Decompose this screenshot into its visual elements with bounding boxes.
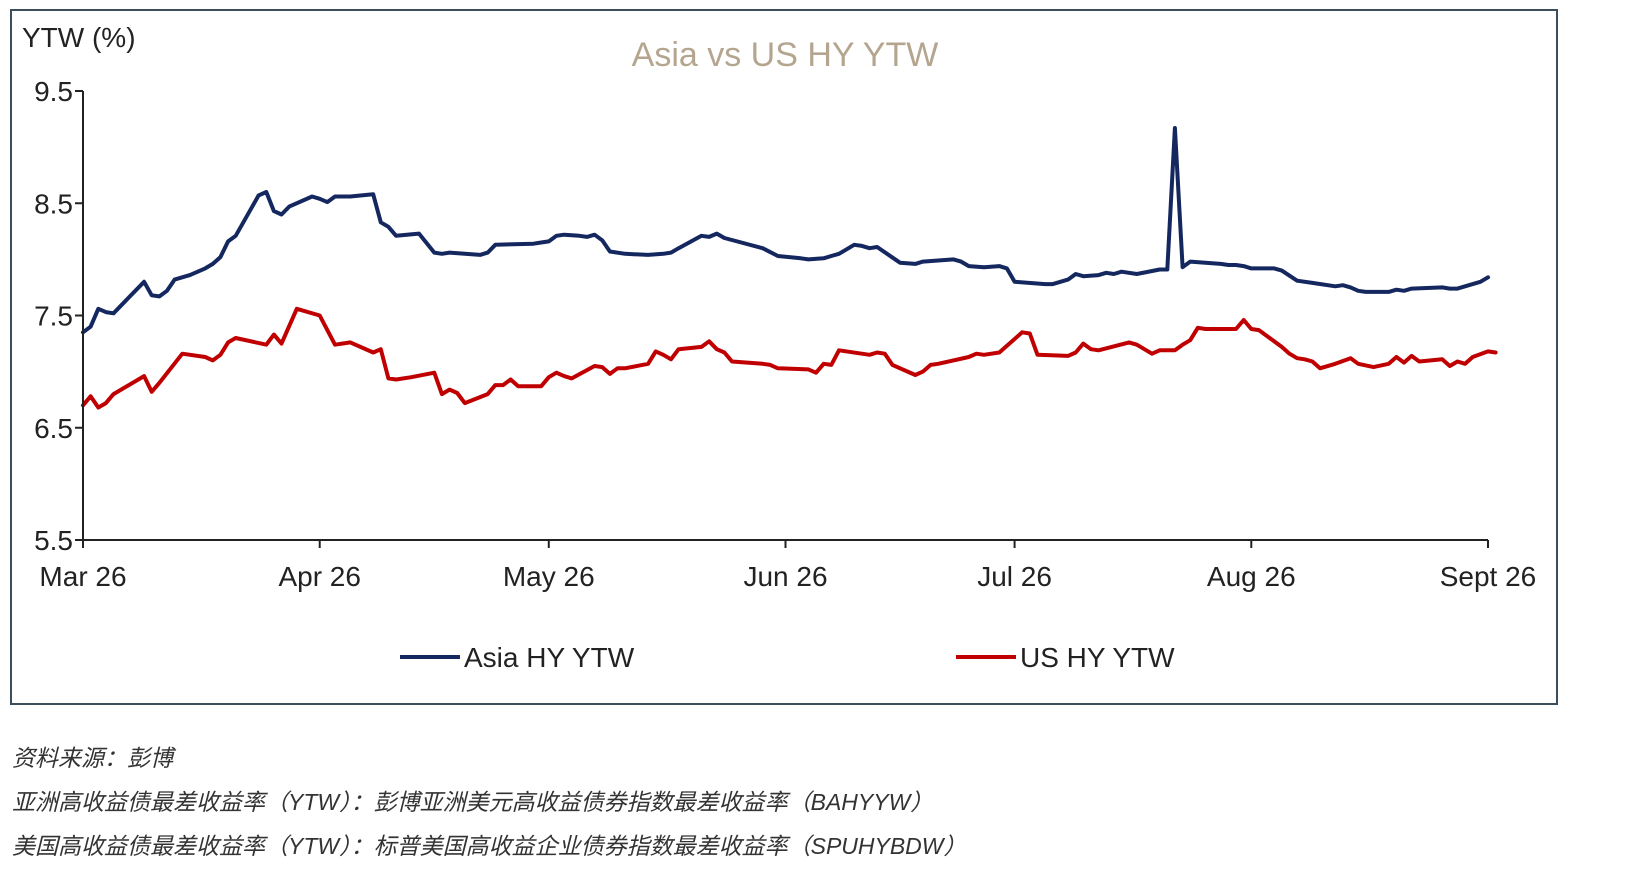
- source-note: 资料来源：彭博: [12, 745, 173, 771]
- y-tick-label: 7.5: [34, 301, 73, 332]
- y-tick-label: 5.5: [34, 525, 73, 556]
- chart-title: Asia vs US HY YTW: [632, 36, 939, 74]
- us-definition-note: 美国高收益债最差收益率（YTW）：标普美国高收益企业债券指数最差收益率（SPUH…: [12, 833, 967, 859]
- legend-label-asia: Asia HY YTW: [464, 642, 635, 673]
- x-tick-label: Aug 26: [1207, 561, 1296, 592]
- y-axis-ticks: 9.5 8.5 7.5 6.5 5.5: [34, 76, 83, 556]
- line-chart: YTW (%) Asia vs US HY YTW 9.5 8.5 7.5 6.5 5.…: [22, 22, 1536, 673]
- x-axis-ticks: Mar 26 Apr 26 May 26 Jun 26 Jul 26 Aug 26 Sept…: [39, 540, 1536, 592]
- x-tick-label: Sept 26: [1440, 561, 1537, 592]
- chart-frame: YTW (%) Asia vs US HY YTW 9.5 8.5 7.5 6.5 5.…: [10, 9, 1558, 705]
- y-axis-label: YTW (%): [22, 22, 136, 53]
- asia-definition-note: 亚洲高收益债最差收益率（YTW）：彭博亚洲美元高收益债券指数最差收益率（BAHY…: [12, 789, 934, 815]
- series-lines: [81, 126, 1498, 410]
- y-tick-label: 9.5: [34, 76, 73, 107]
- x-tick-label: Jun 26: [743, 561, 827, 592]
- us-hy-ytw-line: [81, 306, 1498, 410]
- asia-hy-ytw-line: [81, 126, 1490, 335]
- y-tick-label: 6.5: [34, 413, 73, 444]
- x-tick-label: Mar 26: [39, 561, 126, 592]
- x-tick-label: May 26: [503, 561, 595, 592]
- x-tick-label: Apr 26: [278, 561, 361, 592]
- legend: Asia HY YTW US HY YTW: [400, 642, 1175, 673]
- x-tick-label: Jul 26: [977, 561, 1052, 592]
- legend-label-us: US HY YTW: [1020, 642, 1175, 673]
- y-tick-label: 8.5: [34, 188, 73, 219]
